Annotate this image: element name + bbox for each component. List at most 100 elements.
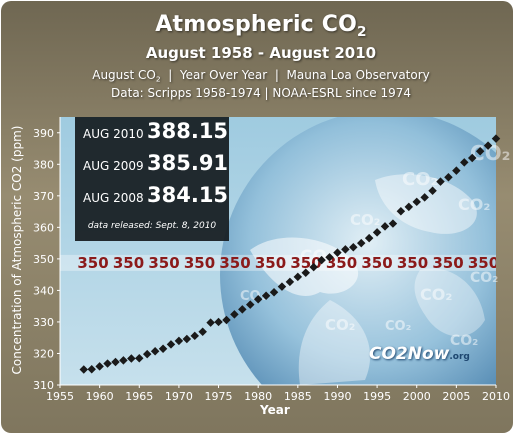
y-tick-label: 350 xyxy=(33,253,54,266)
data-point xyxy=(356,238,366,248)
data-point xyxy=(420,193,429,202)
data-point xyxy=(253,294,263,304)
x-tick-label: 2005 xyxy=(442,390,470,403)
data-point xyxy=(301,268,310,277)
data-point xyxy=(475,146,485,156)
data-point xyxy=(277,282,287,291)
reference-350-label: 350 xyxy=(77,254,108,272)
reference-350-markers: 350350350350350350350350350350350350350 xyxy=(60,254,499,272)
co2-watermark: CO₂ xyxy=(385,319,411,334)
x-tick-label: 1995 xyxy=(363,390,391,403)
data-point xyxy=(127,354,136,363)
x-tick-label: 1955 xyxy=(46,390,74,403)
data-point xyxy=(190,331,200,341)
data-point xyxy=(349,242,358,252)
chart-title-subscript: 2 xyxy=(357,23,367,40)
stat-row: AUG 2009 385.91 xyxy=(83,151,228,177)
data-point xyxy=(222,315,231,325)
data-point xyxy=(388,219,398,228)
data-point xyxy=(230,310,239,319)
reference-350-label: 350 xyxy=(255,254,286,272)
y-tick-label: 390 xyxy=(33,127,54,140)
y-tick-label: 330 xyxy=(33,316,54,329)
data-point xyxy=(103,359,112,368)
reference-350-label: 350 xyxy=(432,254,463,272)
data-point xyxy=(341,245,350,254)
data-point xyxy=(428,186,437,196)
co2-watermark: CO₂ xyxy=(450,333,478,349)
data-point xyxy=(412,197,421,207)
reference-350-label: 350 xyxy=(184,254,215,272)
y-tick-label: 370 xyxy=(33,190,54,203)
stat-row: AUG 2010 388.15 xyxy=(83,119,228,145)
data-point xyxy=(214,317,223,327)
stat-label: AUG 2010 xyxy=(83,127,144,141)
stat-value: 384.15 xyxy=(147,183,229,207)
logo-text: CO2Now xyxy=(369,344,450,364)
info-line-1-b: | Year Over Year | Mauna Loa Observatory xyxy=(160,68,430,82)
reference-350-label: 350 xyxy=(361,254,392,272)
data-point xyxy=(380,222,390,231)
x-tick-label: 1975 xyxy=(205,390,233,403)
stat-row: AUG 2008 384.15 xyxy=(83,183,228,209)
data-point xyxy=(285,277,295,287)
x-tick-label: 1965 xyxy=(125,390,153,403)
data-point xyxy=(198,327,207,336)
data-point xyxy=(174,336,184,346)
y-tick-label: 340 xyxy=(33,284,54,297)
co2-watermark: CO₂ xyxy=(325,316,355,334)
stat-value: 388.15 xyxy=(147,119,229,143)
data-point xyxy=(444,172,453,182)
data-point xyxy=(269,288,279,297)
x-tick-label: 1985 xyxy=(284,390,312,403)
data-point xyxy=(325,253,334,262)
reference-350-label: 350 xyxy=(326,254,357,272)
data-point xyxy=(158,344,168,353)
globe-decoration xyxy=(220,117,496,385)
data-point xyxy=(317,255,326,265)
info-line-1-subscript: 2 xyxy=(155,74,161,84)
data-point xyxy=(166,340,176,349)
data-point xyxy=(372,228,382,237)
x-tick-label: 1960 xyxy=(86,390,114,403)
co2now-logo[interactable]: CO2Now.org xyxy=(369,344,470,364)
reference-350-label: 350 xyxy=(468,254,499,272)
y-tick-label: 380 xyxy=(33,158,54,171)
data-point xyxy=(87,364,96,374)
data-point xyxy=(111,357,120,367)
data-point xyxy=(246,300,255,309)
co2-watermark: CO₂ xyxy=(350,211,380,229)
y-axis-label: Concentration of Atmospheric CO2 (ppm) xyxy=(10,126,24,375)
chart-subtitle: August 1958 - August 2010 xyxy=(145,44,377,62)
y-tick-label: 310 xyxy=(33,379,54,392)
data-point xyxy=(460,158,469,167)
data-point xyxy=(396,207,406,216)
info-line-1-a: August CO xyxy=(92,68,156,82)
reference-350-label: 350 xyxy=(148,254,179,272)
x-tick-label: 1980 xyxy=(244,390,272,403)
x-tick-label: 2010 xyxy=(482,390,510,403)
data-point xyxy=(364,233,374,243)
data-point xyxy=(309,262,318,272)
co2-watermark: CO₂ xyxy=(470,270,498,286)
data-point xyxy=(95,362,104,371)
data-point xyxy=(483,141,493,150)
data-point xyxy=(452,166,461,175)
data-point xyxy=(467,153,477,163)
data-point xyxy=(142,349,152,359)
data-point xyxy=(404,202,414,212)
data-point xyxy=(150,347,160,356)
data-point xyxy=(293,272,303,282)
data-point xyxy=(333,248,342,257)
data-point xyxy=(182,334,192,344)
data-point xyxy=(436,177,445,186)
info-line-2: Data: Scripps 1958-1974 | NOAA-ESRL sinc… xyxy=(111,86,411,100)
co2-watermark: CO₂ xyxy=(402,169,438,190)
co2-watermark: CO₂ xyxy=(300,247,334,267)
data-point xyxy=(238,305,247,314)
x-tick-label: 1990 xyxy=(323,390,351,403)
co2-watermark: CO₂ xyxy=(420,285,452,304)
reference-350-label: 350 xyxy=(397,254,428,272)
